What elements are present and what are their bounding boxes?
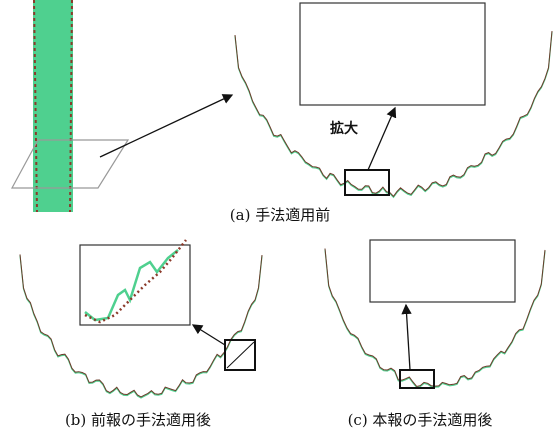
inset-box	[300, 3, 485, 105]
trunk	[33, 0, 73, 212]
caption: (b) 前報の手法適用後	[65, 411, 211, 429]
caption: (c) 本報の手法適用後	[348, 411, 493, 429]
arrow	[406, 305, 410, 370]
arrow	[100, 95, 232, 157]
caption: (a) 手法適用前	[230, 206, 330, 224]
inset-box	[370, 240, 515, 302]
arrow	[368, 108, 395, 170]
arrow	[193, 325, 225, 345]
zoom-box	[345, 170, 389, 195]
figure: 拡大 (a) 手法適用前 (b) 前報の手法適用後 (c) 本報の手法適用後	[0, 0, 560, 439]
contour-detail	[227, 342, 254, 368]
zoom-label: 拡大	[330, 120, 358, 137]
